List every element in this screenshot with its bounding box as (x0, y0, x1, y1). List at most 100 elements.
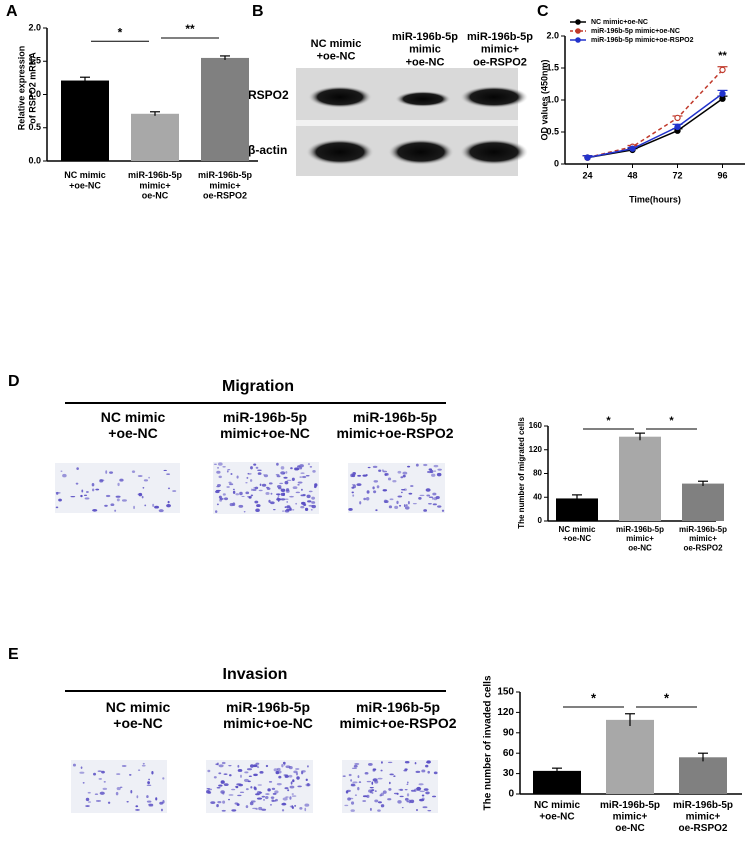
cell (283, 472, 285, 475)
cell (306, 494, 311, 499)
y-tick-label: 2.0 (28, 22, 41, 32)
cell (215, 763, 219, 766)
cell (350, 783, 355, 786)
cell (425, 488, 431, 492)
x-tick-label: NC mimic +oe-NC (64, 170, 106, 190)
cell (172, 490, 177, 492)
cell (216, 803, 219, 808)
cell (135, 805, 139, 808)
cell (276, 782, 282, 786)
cell (143, 479, 149, 482)
cell (371, 791, 374, 795)
cell (291, 793, 294, 795)
cell (311, 504, 316, 509)
cell (351, 767, 357, 769)
cell (291, 795, 297, 797)
blot-band (460, 86, 528, 108)
cell (167, 500, 170, 504)
cell (396, 500, 399, 505)
cell (218, 475, 222, 479)
cell (427, 770, 430, 774)
cell (159, 801, 164, 805)
cell (432, 492, 437, 496)
cell (380, 769, 383, 772)
cell (130, 789, 133, 794)
cell (270, 796, 275, 799)
cell (410, 789, 416, 792)
cell (147, 781, 150, 785)
cell (154, 505, 160, 509)
cell (344, 804, 349, 807)
cell (296, 776, 300, 780)
cell (418, 783, 424, 786)
cell (255, 793, 260, 796)
cell (80, 494, 83, 498)
cell (151, 770, 154, 775)
cell (435, 495, 440, 500)
cell (254, 500, 259, 504)
cell (367, 466, 371, 469)
cell (58, 498, 62, 502)
cell (253, 773, 258, 777)
cell (254, 486, 259, 490)
cell (284, 509, 290, 513)
y-tick-label: 0.0 (28, 155, 41, 165)
y-tick-label: 1.5 (546, 62, 559, 72)
cell (258, 791, 263, 794)
cell (280, 488, 286, 492)
cell (255, 765, 259, 768)
cell (142, 487, 145, 489)
cell (291, 477, 295, 481)
cell (313, 485, 317, 489)
panel-label: C (537, 3, 549, 20)
cell (126, 801, 129, 803)
cell (256, 504, 261, 508)
cell (107, 801, 111, 804)
x-tick-label: 72 (672, 170, 682, 180)
cell (137, 769, 141, 772)
cell (223, 783, 229, 787)
cell (70, 495, 76, 498)
cell (261, 483, 267, 487)
cell (389, 773, 394, 776)
cell (141, 495, 144, 499)
cell (350, 809, 355, 812)
cell (423, 788, 429, 791)
cell (222, 466, 226, 468)
cell (284, 776, 287, 778)
significance-label: * (669, 415, 674, 427)
cell (109, 471, 114, 474)
y-axis-label: The number of invaded cells (483, 675, 494, 810)
cell (419, 790, 425, 793)
cell (166, 473, 171, 475)
cell (423, 509, 428, 512)
cell (245, 805, 249, 809)
cell (114, 509, 117, 512)
cell (237, 769, 243, 772)
cell (289, 796, 292, 800)
cell (267, 788, 271, 792)
series-point (719, 90, 726, 97)
cell (305, 475, 310, 477)
cell (284, 498, 289, 500)
cell (104, 504, 108, 507)
cell (248, 775, 252, 777)
image-column: miR-196b-5p mimic+oe-NC (223, 699, 313, 731)
cell (87, 791, 91, 794)
cell (368, 789, 373, 793)
y-tick-label: 0.5 (28, 122, 41, 132)
cell (282, 797, 288, 801)
cell (101, 770, 105, 774)
cell (410, 799, 415, 804)
blot-gap (296, 120, 518, 126)
cell (207, 769, 211, 773)
cell (246, 768, 253, 771)
cell (276, 475, 281, 478)
cell (76, 467, 79, 470)
cell (364, 771, 369, 775)
cell (245, 788, 249, 791)
cell (158, 509, 164, 513)
bar (131, 113, 179, 161)
cell (431, 497, 434, 500)
y-tick-label: 1.0 (28, 89, 41, 99)
